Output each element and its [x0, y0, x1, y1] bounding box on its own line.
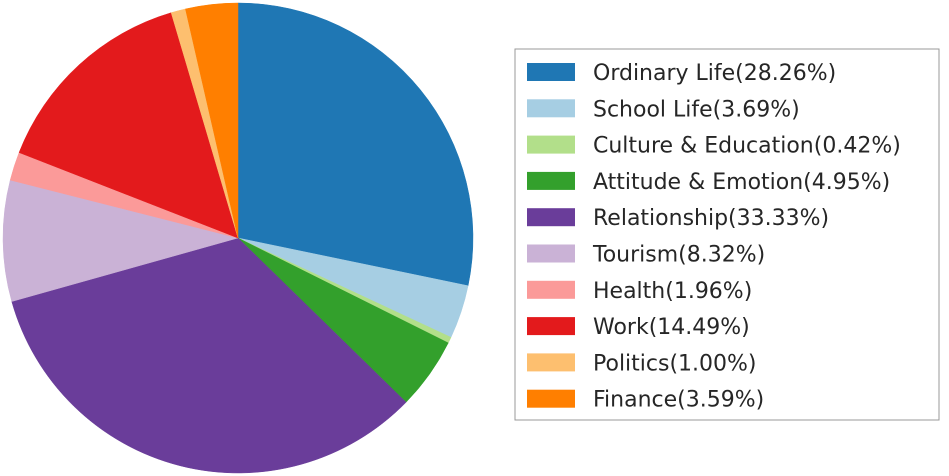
legend-swatch-school-life — [527, 99, 575, 118]
legend-label-relationship: Relationship(33.33%) — [593, 206, 829, 231]
legend-swatch-culture-and-education — [527, 135, 575, 154]
legend-label-health: Health(1.96%) — [593, 279, 752, 304]
legend-label-culture-and-education: Culture & Education(0.42%) — [593, 134, 901, 159]
legend-swatch-relationship — [527, 208, 575, 227]
legend-swatch-politics — [527, 353, 575, 372]
legend-label-finance: Finance(3.59%) — [593, 388, 764, 413]
legend-swatch-finance — [527, 389, 575, 408]
legend-swatch-work — [527, 317, 575, 336]
legend-swatch-health — [527, 280, 575, 299]
pie-slice-tourism — [2, 179, 239, 302]
pie-slice-work — [18, 12, 239, 239]
legend-frame — [514, 48, 940, 421]
pie-slice-ordinary-life — [237, 2, 474, 287]
legend-label-school-life: School Life(3.69%) — [593, 97, 800, 122]
legend-swatch-tourism — [527, 244, 575, 263]
legend-label-tourism: Tourism(8.32%) — [592, 243, 765, 268]
pie-slice-relationship — [11, 237, 407, 474]
pie-slice-finance — [185, 2, 239, 239]
legend-label-work: Work(14.49%) — [593, 315, 750, 340]
legend-label-politics: Politics(1.00%) — [593, 351, 757, 376]
legend-label-attitude-and-emotion: Attitude & Emotion(4.95%) — [593, 170, 890, 195]
legend-swatch-attitude-and-emotion — [527, 171, 575, 190]
pie-slices — [2, 2, 474, 474]
legend-label-ordinary-life: Ordinary Life(28.26%) — [593, 61, 836, 86]
legend: Ordinary Life(28.26%) School Life(3.69%) C… — [514, 48, 940, 421]
legend-swatch-ordinary-life — [527, 63, 575, 81]
